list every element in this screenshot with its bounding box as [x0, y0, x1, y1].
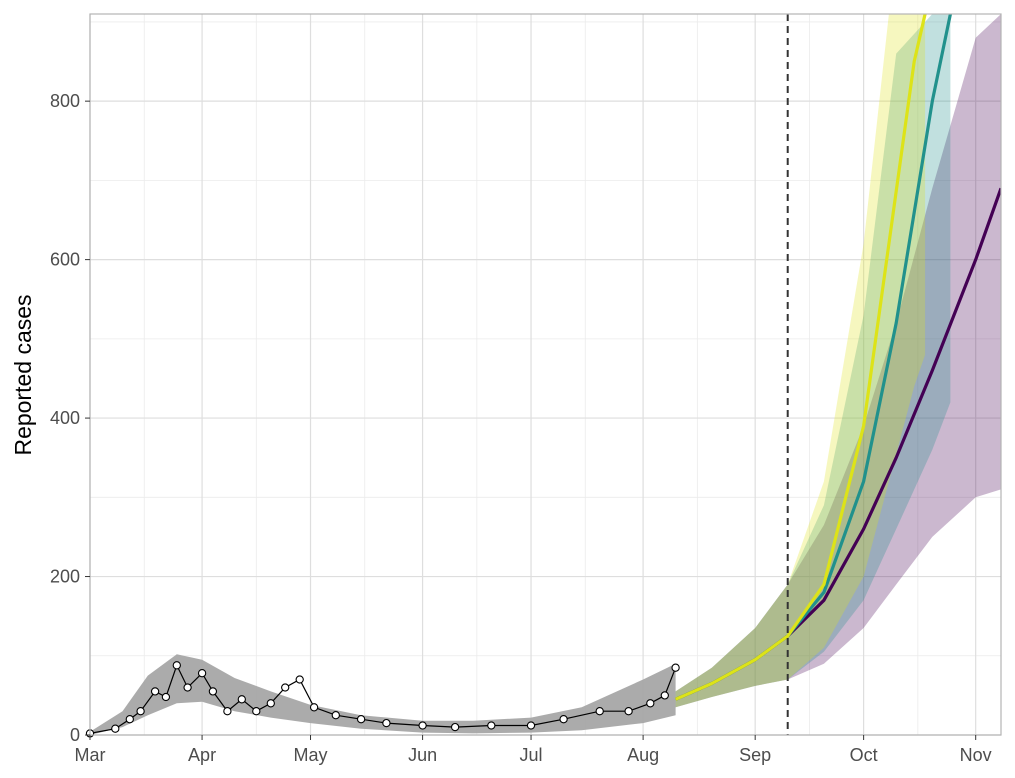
scenario-band: [675, 14, 926, 708]
x-tick-label: Mar: [75, 745, 106, 765]
scenario-band: [675, 14, 951, 708]
y-tick-label: 200: [50, 567, 80, 587]
observed-point: [125, 715, 134, 724]
observed-point: [418, 721, 427, 730]
observed-point: [172, 661, 181, 670]
observed-point: [183, 683, 192, 692]
scenario-band: [675, 14, 1001, 708]
observed-point: [252, 707, 261, 716]
observed-point: [356, 715, 366, 724]
x-tick-label: Jun: [408, 745, 437, 765]
y-tick-label: 800: [50, 91, 80, 111]
x-axis: Mar Apr May Jun Jul Aug Sep Oct Nov: [75, 735, 992, 765]
uncertainty-bands: [90, 14, 1001, 735]
observed-point: [595, 707, 604, 716]
observed-point: [526, 721, 536, 730]
observed-point: [450, 722, 460, 732]
x-tick-label: Jul: [520, 745, 543, 765]
y-axis-title: Reported cases: [10, 294, 36, 455]
x-tick-label: Oct: [850, 745, 878, 765]
observed-point: [624, 707, 633, 716]
minor-gridlines: [90, 14, 1001, 735]
x-tick-label: Apr: [188, 745, 216, 765]
observed-point: [161, 692, 171, 702]
observed-point: [197, 669, 207, 678]
scenario-line: [674, 14, 927, 701]
y-tick-label: 600: [50, 250, 80, 270]
fit-band: [90, 654, 676, 735]
observed-point: [150, 687, 160, 696]
panel-background: [90, 14, 1001, 735]
observed-point: [660, 691, 669, 700]
y-tick-label: 400: [50, 408, 80, 428]
observed-point: [295, 675, 304, 684]
x-tick-label: Aug: [627, 745, 659, 765]
series-lines: [674, 14, 1001, 701]
observed-point: [331, 711, 340, 720]
observed-point: [487, 721, 496, 730]
observed-point: [266, 699, 275, 708]
observed-point: [111, 724, 120, 733]
observed-point: [559, 715, 568, 724]
observed-point: [223, 707, 232, 716]
observed-point: [671, 663, 680, 672]
observed-point: [281, 683, 290, 692]
observed-point: [208, 687, 218, 696]
panel-border: [89, 13, 1002, 736]
observed-point: [646, 699, 655, 708]
observed-point: [309, 703, 319, 712]
x-tick-label: Sep: [739, 745, 771, 765]
observed-point: [382, 718, 391, 728]
y-axis: 0 200 400 600 800: [50, 91, 90, 745]
x-tick-label: Nov: [960, 745, 992, 765]
observed-point: [237, 695, 246, 704]
y-tick-label: 0: [70, 725, 80, 745]
x-tick-label: May: [294, 745, 328, 765]
observed-point: [136, 707, 145, 716]
